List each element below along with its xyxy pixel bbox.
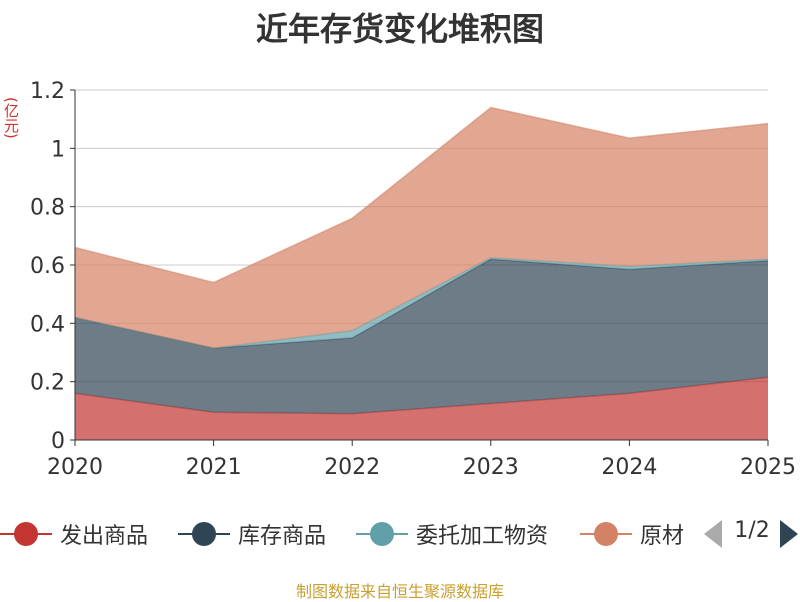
legend: 发出商品 库存商品 委托加工物资 原材 xyxy=(0,514,700,554)
legend-marker-icon xyxy=(178,522,230,546)
series-line-原材料 xyxy=(74,106,769,284)
legend-marker-icon xyxy=(356,522,408,546)
series-area-原材料[interactable] xyxy=(75,107,768,349)
pager-text: 1/2 xyxy=(734,518,770,543)
legend-item-kucun[interactable]: 库存商品 xyxy=(178,514,326,554)
y-tick-label: 1 xyxy=(51,137,65,162)
pager-next-icon[interactable] xyxy=(780,520,798,548)
series-area-发出商品[interactable] xyxy=(75,377,768,440)
area-series xyxy=(74,106,769,440)
y-tick-label: 0.4 xyxy=(30,312,65,337)
y-tick-label: 0.6 xyxy=(30,254,65,279)
x-tick-label: 2020 xyxy=(47,455,103,480)
y-tick-label: 0.8 xyxy=(30,196,65,221)
x-tick-label: 2024 xyxy=(601,455,657,480)
legend-pager: 1/2 xyxy=(700,514,800,554)
axes: 0 0.2 0.4 0.6 0.8 1 1.2 2020 2021 2022 2023 2024 202… xyxy=(30,79,796,480)
legend-marker-icon xyxy=(0,522,52,546)
y-tick-label: 0 xyxy=(51,429,65,454)
source-note: 制图数据来自恒生聚源数据库 xyxy=(295,582,504,601)
legend-item-weituo[interactable]: 委托加工物资 xyxy=(356,514,548,554)
x-tick-label: 2025 xyxy=(740,455,796,480)
legend-item-yuancai[interactable]: 原材 xyxy=(580,514,684,554)
pager-prev-icon[interactable] xyxy=(704,520,722,548)
x-tick-label: 2021 xyxy=(186,455,242,480)
legend-label: 委托加工物资 xyxy=(416,524,549,549)
legend-label: 库存商品 xyxy=(238,524,327,549)
legend-item-fachu[interactable]: 发出商品 xyxy=(0,514,148,554)
chart-plot: 0 0.2 0.4 0.6 0.8 1 1.2 2020 2021 2022 2023 2024 202… xyxy=(30,79,796,480)
legend-label: 原材 xyxy=(640,524,685,549)
legend-marker-icon xyxy=(580,522,632,546)
x-tick-label: 2022 xyxy=(324,455,380,480)
y-tick-label: 1.2 xyxy=(30,79,65,104)
y-tick-label: 0.2 xyxy=(30,371,65,396)
series-line-委托加工物资 xyxy=(74,256,769,349)
series-area-库存商品[interactable] xyxy=(75,259,768,414)
legend-label: 发出商品 xyxy=(60,524,149,549)
y-axis-unit: (亿元) xyxy=(2,97,20,139)
chart-title: 近年存货变化堆积图 xyxy=(255,10,544,48)
x-tick-label: 2023 xyxy=(463,455,519,480)
